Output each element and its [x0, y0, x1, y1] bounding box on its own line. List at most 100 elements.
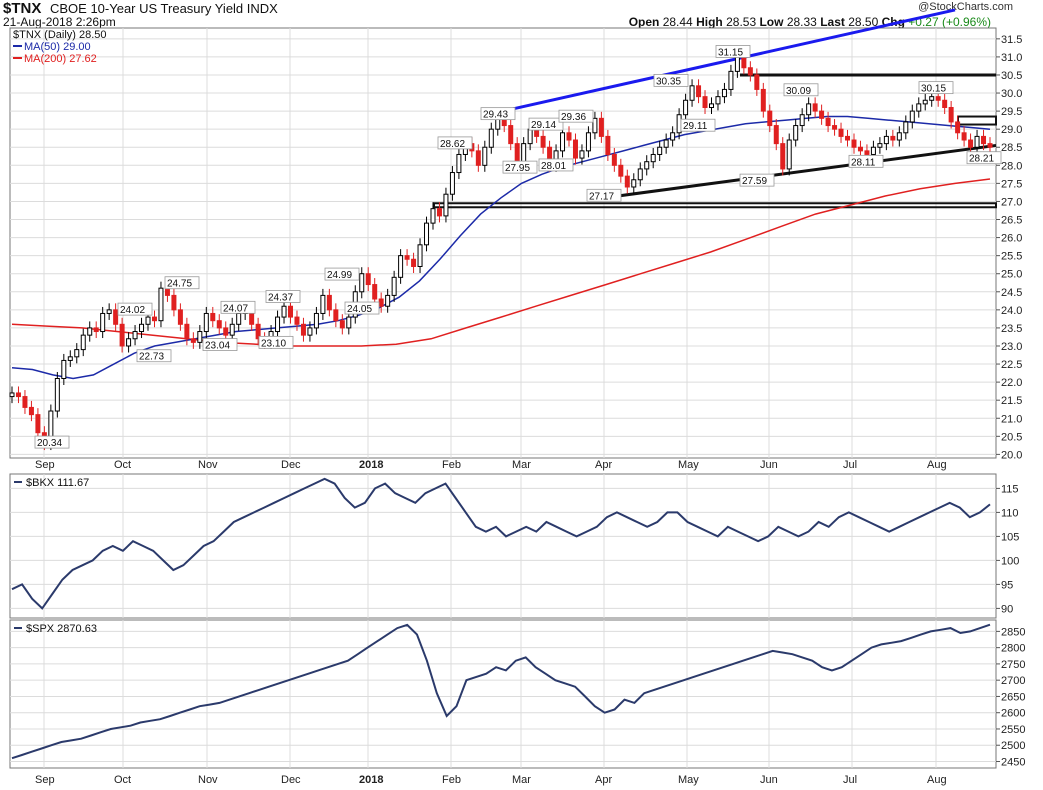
candle-body: [657, 146, 663, 155]
x-tick-label: 2018: [359, 459, 383, 471]
support-channel: [433, 202, 997, 209]
x-tick-label: Apr: [595, 774, 612, 786]
annotation-label: 24.05: [347, 304, 372, 315]
candle-body: [61, 359, 67, 380]
x-tick-label: Jul: [843, 774, 857, 786]
candle-body: [197, 331, 203, 343]
annotation-label: 27.17: [589, 191, 614, 202]
candle-body: [67, 356, 73, 361]
candle-body: [145, 316, 151, 325]
candle-body: [644, 161, 650, 170]
candle-body: [702, 96, 708, 108]
annotation-box: [502, 160, 538, 174]
annotation-box: [558, 109, 594, 123]
bkx-legend: $BKX 111.67: [26, 477, 89, 489]
candle-body: [598, 117, 604, 137]
y-tick-label: 26.5: [1001, 215, 1022, 227]
candle-body: [631, 179, 637, 188]
annotation-box: [918, 81, 954, 95]
candle-body: [747, 67, 753, 76]
x-tick-label: Feb: [442, 774, 461, 786]
bkx-line: [11, 477, 991, 610]
annotation-label: 28.01: [541, 161, 566, 172]
annotation-label: 30.35: [656, 76, 681, 87]
candle-body: [683, 99, 689, 116]
candle-body: [650, 153, 656, 163]
candle-body: [74, 349, 80, 358]
candle-body: [948, 106, 954, 123]
candle-body: [93, 327, 99, 333]
annotation-box: [136, 349, 172, 363]
ohlc-readout: Open 28.44 High 28.53 Low 28.33 Last 28.…: [629, 15, 991, 29]
annotation-box: [783, 83, 819, 97]
candle-body: [443, 193, 449, 217]
candle-body: [9, 392, 15, 398]
candle-body: [572, 139, 578, 159]
candle-body: [482, 146, 488, 166]
y-tick-label: 22.0: [1001, 377, 1022, 389]
candle-body: [385, 294, 391, 307]
candle-body: [424, 222, 430, 246]
annotation-box: [715, 45, 751, 58]
x-tick-label: Nov: [198, 774, 218, 786]
candle-body: [184, 323, 190, 340]
x-tick-label: Apr: [595, 459, 612, 471]
candle-body: [806, 103, 812, 116]
annotation-box: [117, 302, 153, 316]
candle-body: [80, 334, 86, 351]
x-tick-label: Mar: [512, 774, 531, 786]
y-tick-label: 2450: [1001, 756, 1025, 768]
candle-body: [236, 312, 242, 325]
open-value: 28.44: [662, 15, 693, 29]
candle-body: [307, 327, 313, 336]
candle-body: [942, 99, 948, 108]
annotation-label: 24.37: [268, 292, 293, 303]
y-tick-label: 95: [1001, 579, 1013, 591]
candle-body: [527, 128, 533, 145]
annotation-box: [653, 73, 689, 87]
last-label: Last: [820, 15, 845, 29]
y-tick-label: 28.5: [1001, 142, 1022, 154]
annotation-box: [480, 107, 516, 121]
annotation-box: [164, 276, 200, 290]
candle-body: [87, 327, 93, 336]
y-tick-label: 29.0: [1001, 124, 1022, 136]
candle-body: [346, 316, 352, 329]
candle-body: [255, 323, 261, 340]
candle-body: [378, 298, 384, 307]
y-tick-label: 21.0: [1001, 413, 1022, 425]
candle-body: [760, 88, 766, 112]
annotation-box: [265, 290, 301, 303]
annotation-label: 31.15: [718, 47, 743, 58]
chg-value: +0.27 (+0.96%): [908, 15, 991, 29]
candle-body: [126, 338, 132, 347]
stockcharts-logo: @StockCharts.com: [918, 1, 1013, 13]
x-tick-label: Jun: [760, 459, 778, 471]
candle-body: [845, 135, 851, 141]
candle-body: [864, 150, 870, 155]
spx-line: [11, 623, 991, 760]
annotation-label: 28.21: [969, 154, 994, 165]
annotation-label: 29.36: [561, 112, 586, 123]
annotation-box: [324, 267, 360, 281]
candle-body: [190, 338, 196, 343]
y-tick-label: 23.0: [1001, 341, 1022, 353]
candle-body: [521, 143, 527, 163]
candle-body: [22, 396, 28, 408]
x-tick-label: Jun: [760, 774, 778, 786]
candle-body: [870, 146, 876, 155]
y-tick-label: 2800: [1001, 643, 1025, 655]
y-tick-label: 105: [1001, 531, 1019, 543]
candle-body: [113, 309, 119, 325]
x-tick-label: Jul: [843, 459, 857, 471]
x-tick-label: Mar: [512, 459, 531, 471]
candle-body: [987, 143, 993, 148]
annotation-label: 23.10: [261, 338, 286, 349]
x-tick-label: Sep: [35, 774, 55, 786]
candle-body: [223, 327, 229, 336]
candle-body: [35, 414, 41, 434]
candle-body: [100, 312, 106, 333]
candle-body: [624, 175, 630, 188]
lower-trendline: [603, 143, 997, 200]
